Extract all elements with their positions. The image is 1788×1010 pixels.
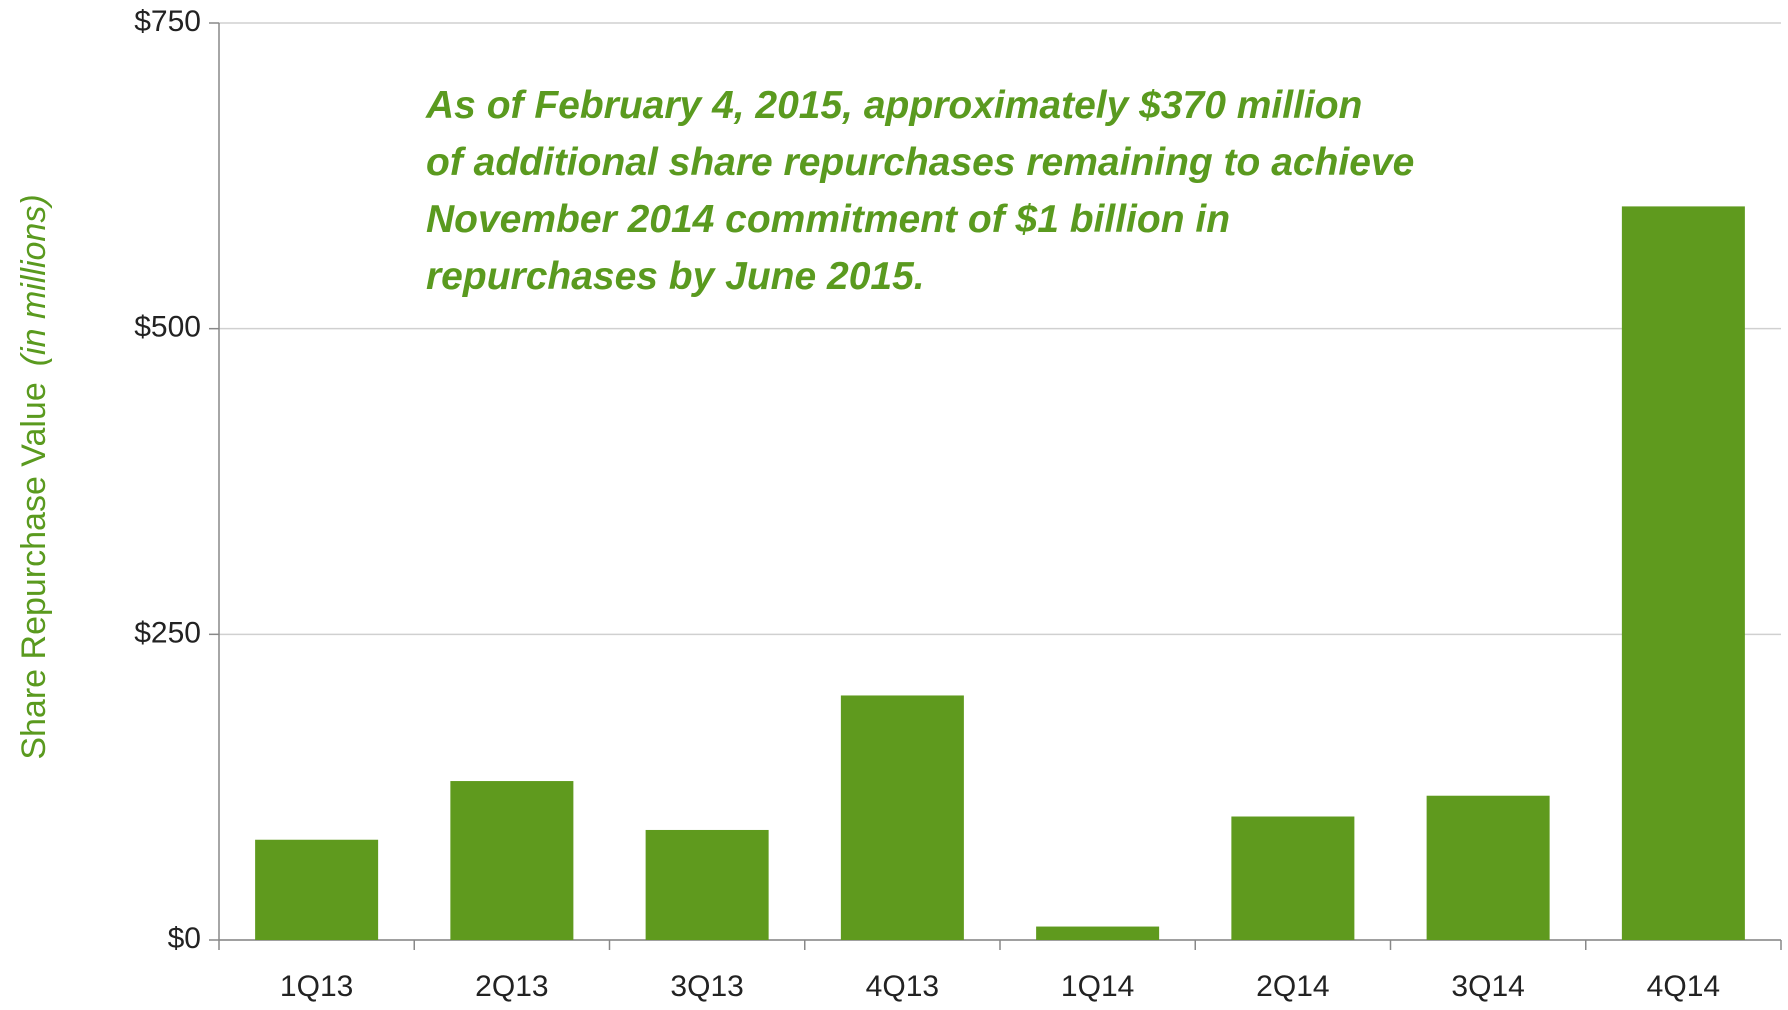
y-tick-label: $0	[168, 922, 201, 955]
x-tick-label: 3Q14	[1451, 970, 1524, 1003]
bar	[1036, 926, 1160, 940]
y-tick-label: $750	[134, 5, 201, 38]
x-tick-label: 2Q13	[475, 970, 548, 1003]
bar	[255, 839, 379, 940]
annotation-line: repurchases by June 2015.	[426, 255, 925, 298]
y-tick-label: $500	[134, 311, 201, 344]
x-tick-label: 1Q13	[280, 970, 353, 1003]
x-tick-label: 3Q13	[670, 970, 743, 1003]
x-tick-label: 4Q14	[1647, 970, 1720, 1003]
annotation-line: November 2014 commitment of $1 billion i…	[426, 198, 1230, 241]
annotation-line: of additional share repurchases remainin…	[426, 141, 1414, 184]
y-axis-label: Share Repurchase Value (in millions)	[15, 194, 53, 759]
annotation-line: As of February 4, 2015, approximately $3…	[425, 84, 1362, 127]
x-tick-label: 1Q14	[1061, 970, 1134, 1003]
y-axis-title: Share Repurchase Value	[15, 382, 53, 759]
bar	[1621, 206, 1745, 940]
bar	[645, 829, 769, 940]
x-tick-label: 4Q13	[866, 970, 939, 1003]
y-axis-unit: (in millions)	[15, 194, 53, 366]
bar	[1231, 816, 1355, 940]
x-tick-label: 2Q14	[1256, 970, 1329, 1003]
y-tick-label: $250	[134, 616, 201, 649]
bar	[450, 781, 574, 940]
bar	[840, 695, 964, 940]
bar	[1426, 795, 1550, 940]
